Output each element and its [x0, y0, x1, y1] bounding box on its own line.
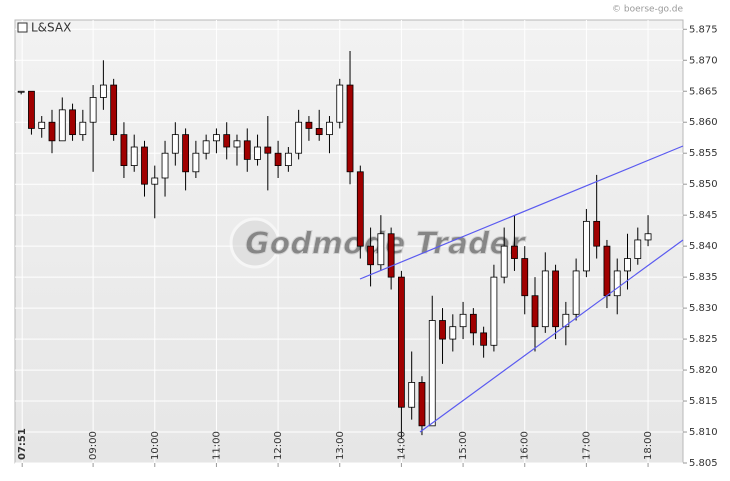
candle-body: [213, 134, 220, 142]
candle-body: [398, 276, 405, 408]
candle-body: [202, 140, 210, 154]
y-tick-label: 5.815: [689, 396, 718, 407]
y-tick-label: 5.855: [689, 148, 718, 159]
candle-body: [17, 90, 25, 93]
y-tick-label: 5.845: [689, 210, 718, 221]
candle-body: [141, 146, 148, 185]
x-tick-label: 10:00: [150, 431, 161, 460]
candle-body: [69, 109, 76, 136]
candle-body: [624, 258, 631, 272]
y-tick-label: 5.830: [689, 303, 718, 314]
candle-body: [38, 121, 46, 129]
candle-body: [562, 313, 570, 328]
candle-body: [367, 245, 374, 266]
legend-label: L&SAX: [31, 21, 71, 35]
x-tick-label: 07:51: [17, 428, 28, 460]
candle-body: [326, 121, 333, 136]
y-tick-label: 5.875: [689, 24, 718, 35]
candle-body: [305, 121, 313, 129]
candle-body: [408, 382, 416, 408]
candle-body: [439, 320, 446, 340]
candle-body: [603, 245, 611, 297]
y-tick-label: 5.835: [689, 272, 718, 283]
x-tick-label: 15:00: [458, 431, 469, 460]
candle-body: [274, 152, 282, 167]
watermark: Godmode Trader: [245, 227, 527, 262]
candle-body: [356, 171, 364, 247]
candle-body: [315, 128, 323, 136]
candle-body: [613, 270, 621, 297]
candle-body: [541, 270, 549, 328]
candle-body: [490, 276, 498, 346]
candle-body: [264, 146, 272, 154]
candle-body: [151, 177, 159, 185]
y-tick-label: 5.805: [689, 458, 718, 469]
candle-body: [336, 84, 344, 123]
x-tick-label: 14:00: [396, 431, 407, 460]
candle-body: [161, 152, 169, 179]
x-tick-label: 11:00: [211, 431, 222, 460]
candle-body: [233, 140, 241, 148]
candle-body: [171, 134, 179, 154]
y-tick-label: 5.860: [689, 117, 718, 128]
candle-body: [130, 146, 138, 167]
candle-body: [459, 313, 467, 328]
candle-body: [387, 233, 395, 278]
x-tick-label: 13:00: [335, 431, 346, 460]
y-tick-label: 5.820: [689, 365, 718, 376]
candle-body: [89, 97, 97, 123]
candle-body: [593, 220, 601, 247]
x-tick-label: 12:00: [273, 431, 284, 460]
candle-body: [531, 295, 539, 328]
y-tick-label: 5.840: [689, 241, 718, 252]
candle-body: [418, 382, 426, 427]
y-tick-label: 5.865: [689, 86, 718, 97]
candle-body: [79, 121, 87, 136]
trend-lines: [359, 145, 684, 433]
candle-body: [284, 152, 292, 167]
candle-body: [500, 245, 508, 278]
candle-body: [120, 134, 128, 167]
candle-body: [28, 90, 35, 129]
candle-body: [511, 245, 518, 259]
candle-body: [346, 84, 354, 173]
x-tick-label: 16:00: [520, 431, 531, 460]
trend-line: [419, 239, 684, 433]
y-tick-label: 5.850: [689, 179, 718, 190]
trend-line: [359, 145, 684, 280]
candle-body: [572, 270, 580, 315]
candle-body: [377, 233, 385, 266]
legend-swatch: [17, 22, 28, 33]
candle-body: [48, 121, 56, 142]
candle-body: [644, 233, 652, 241]
credit: © boerse-go.de: [612, 5, 683, 15]
candle-body: [110, 84, 118, 136]
watermark-logo: Godmode Trader: [229, 217, 527, 269]
candle-body: [192, 152, 200, 173]
candle-body: [634, 239, 642, 259]
candle-body: [428, 320, 436, 427]
y-tick-label: 5.870: [689, 55, 718, 66]
candle-body: [552, 270, 559, 328]
candle-body: [58, 109, 66, 142]
y-tick-label: 5.810: [689, 427, 718, 438]
candle-body: [243, 140, 251, 160]
candle-body: [469, 313, 477, 334]
x-tick-label: 09:00: [88, 431, 99, 460]
y-tick-label: 5.825: [689, 334, 718, 345]
candle-body: [295, 121, 303, 154]
candle-body: [582, 220, 590, 272]
candle-body: [254, 146, 261, 160]
candle-body: [182, 134, 189, 173]
candle-body: [449, 326, 457, 340]
x-tick-label: 18:00: [643, 431, 654, 460]
candle-body: [521, 258, 529, 297]
candle-body: [223, 134, 231, 148]
candle-body: [480, 332, 488, 346]
x-tick-label: 17:00: [581, 431, 592, 460]
candle-body: [99, 84, 107, 98]
